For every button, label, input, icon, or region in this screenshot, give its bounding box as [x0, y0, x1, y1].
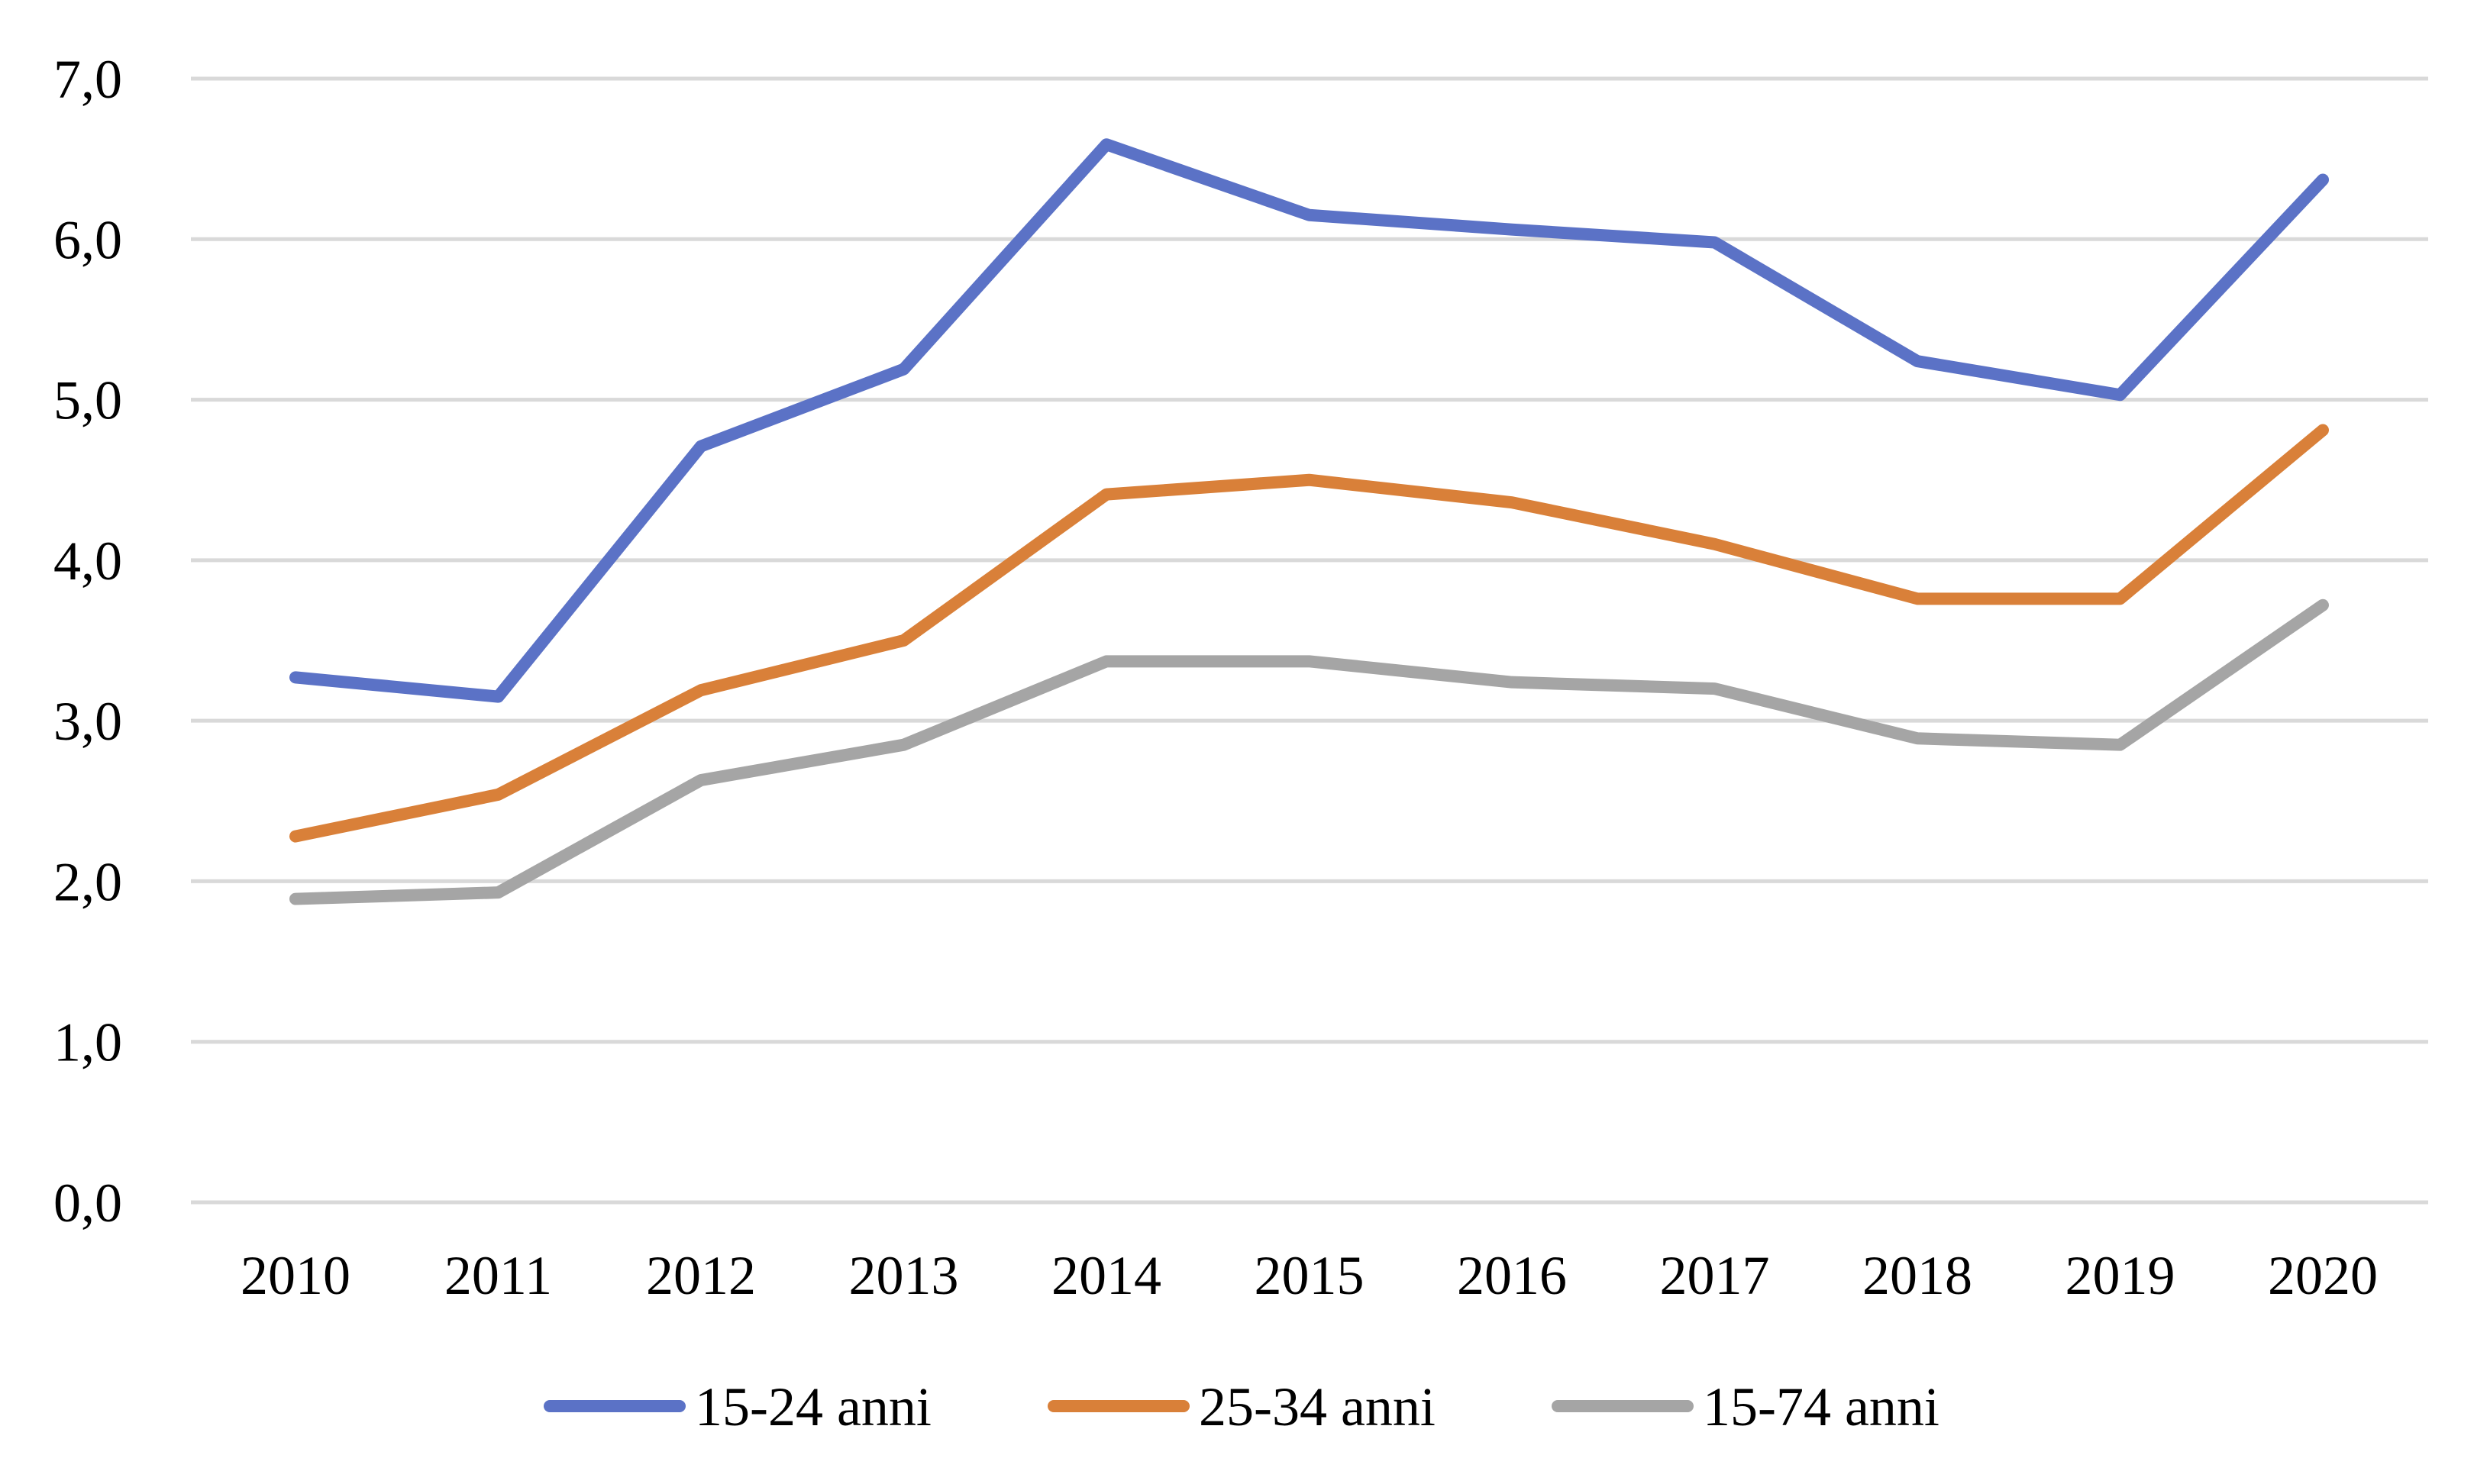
y-tick-label: 1,0: [53, 1012, 122, 1073]
x-tick-label: 2019: [2065, 1245, 2175, 1306]
series-line-3: [289, 598, 2329, 905]
x-tick-label: 2018: [1862, 1245, 1972, 1306]
x-axis-ticks: 2010 2011 2012 2013 2014 2015 2016 2017 2018 2019…: [241, 1245, 2378, 1306]
series-line-1: [289, 138, 2329, 703]
x-tick-label: 2011: [444, 1245, 552, 1306]
y-tick-label: 0,0: [53, 1173, 122, 1234]
x-tick-label: 2012: [646, 1245, 756, 1306]
y-tick-label: 7,0: [53, 49, 122, 110]
legend-label-1: 15-24 anni: [695, 1376, 932, 1437]
y-tick-label: 3,0: [53, 691, 122, 752]
series-line-2: [289, 424, 2329, 843]
y-axis-ticks: 0,0 1,0 2,0 3,0 4,0 5,0 6,0 7,0: [53, 49, 122, 1234]
y-tick-label: 4,0: [53, 531, 122, 592]
x-tick-label: 2010: [241, 1245, 350, 1306]
series-lines: [289, 138, 2329, 905]
grid: [191, 76, 2428, 1205]
legend-label-3: 15-74 anni: [1703, 1376, 1939, 1437]
y-tick-label: 5,0: [53, 370, 122, 431]
legend-label-2: 25-34 anni: [1199, 1376, 1436, 1437]
x-tick-label: 2014: [1051, 1245, 1161, 1306]
y-tick-label: 2,0: [53, 851, 122, 912]
x-tick-label: 2020: [2268, 1245, 2378, 1306]
legend: 15-24 anni 25-34 anni 15-74 anni: [544, 1376, 1939, 1437]
y-tick-label: 6,0: [53, 209, 122, 270]
x-tick-label: 2013: [849, 1245, 959, 1306]
x-tick-label: 2017: [1660, 1245, 1770, 1306]
x-tick-label: 2016: [1457, 1245, 1567, 1306]
x-tick-label: 2015: [1255, 1245, 1365, 1306]
